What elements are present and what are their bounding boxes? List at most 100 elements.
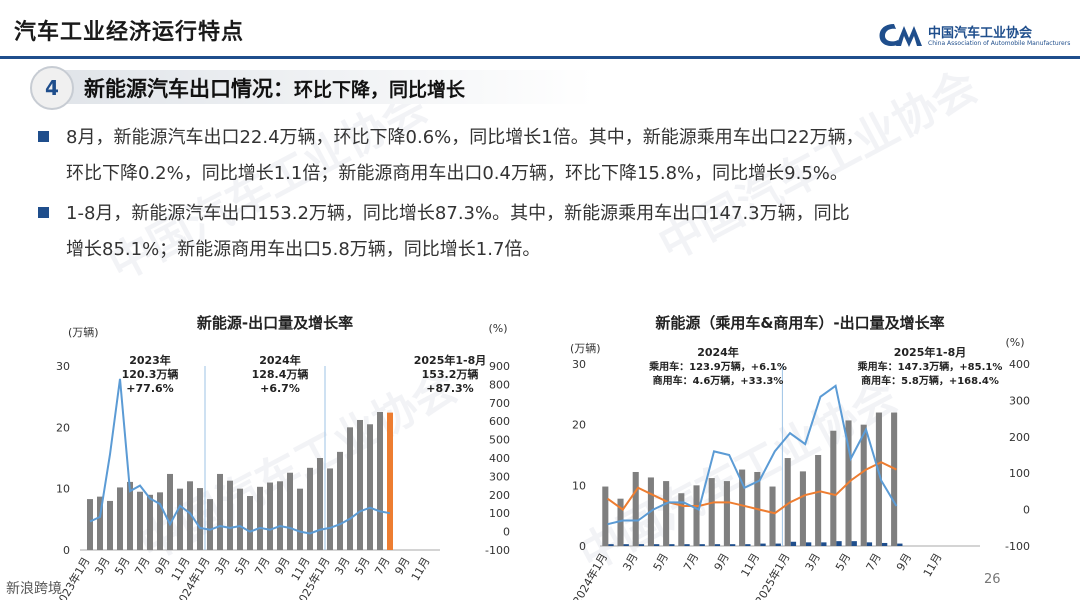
x-tick-label: 3月 [212,555,232,577]
bar-passenger-export [739,469,746,546]
bar-export [167,473,173,550]
chart-nev-export: 新能源-出口量及增长率(万辆) (%)3020100900800700600500… [52,314,510,600]
y-tick-right: 100 [1009,467,1030,480]
bar-export [377,412,383,550]
x-tick-label: 11月 [921,551,945,579]
bar-export [267,482,273,550]
bar-commercial-export [745,544,751,546]
bar-export [127,481,133,550]
annotation-line: 商用车：4.6万辆，+33.3% [653,374,784,387]
y-tick-right: 200 [489,489,510,502]
section-title: 新能源汽车出口情况：环比下降，同比增长 [84,73,465,103]
y-tick-right: -100 [1005,540,1030,553]
bar-commercial-export [851,541,857,546]
section-title-main: 新能源汽车出口情况： [84,77,294,101]
bar-commercial-export [729,544,736,546]
chart-title: 新能源-出口量及增长率 [197,314,353,332]
x-tick-label: 7月 [252,555,272,577]
bar-commercial-export [836,541,842,546]
y-tick-left: 20 [56,421,70,434]
y-tick-left: 10 [56,483,70,496]
bar-commercial-export [775,543,781,546]
y-tick-left: 10 [572,479,586,492]
bar-export [107,500,113,550]
y-tick-left: 30 [56,360,70,373]
bar-export [227,480,233,550]
annotation-line: 乘用车：147.3万辆，+85.1% [857,360,1003,373]
line-growth-rate [89,378,391,535]
bar-commercial-export [653,544,660,546]
annotation-label: 2023年 [129,353,171,367]
bar-export [367,424,373,550]
bar-commercial-export [897,543,903,546]
y-axis-left-label: (万辆) [68,325,99,339]
bar-commercial-export [805,542,812,546]
bar-export [217,473,223,550]
bar-passenger-export [830,430,837,546]
annotation-rate: +77.6% [126,382,173,395]
bar-commercial-export [881,542,888,546]
annotation-label: 2025年1-8月 [414,353,487,367]
y-tick-right: 700 [489,397,510,410]
bar-export [387,412,393,550]
bar-passenger-export [708,478,715,546]
y-tick-right: 100 [489,507,510,520]
bar-commercial-export [699,544,705,546]
annotation-rate: +87.3% [426,382,473,395]
annotation-value: 120.3万辆 [122,367,179,381]
bar-export [87,499,93,550]
bar-commercial-export [714,544,721,546]
y-tick-right: -100 [485,544,510,557]
y-tick-left: 30 [572,358,586,371]
x-tick-label: 3月 [92,555,112,577]
bullet-item: 8月，新能源汽车出口22.4万辆，环比下降0.6%，同比增长1倍。其中，新能源乘… [38,120,1068,192]
bar-export [207,499,213,550]
bar-export [97,496,103,550]
bullet-line: 环比下降0.2%，同比增长1.1倍；新能源商用车出口0.4万辆，环比下降15.8… [66,163,848,184]
x-tick-label: 3月 [803,551,823,573]
bar-export [297,488,303,550]
header: 汽车工业经济运行特点 中国汽车工业协会 China Association of… [0,0,1080,59]
x-tick-label: 7月 [864,551,884,573]
bar-commercial-export [821,542,827,546]
bar-export [147,494,153,550]
y-tick-right: 800 [489,378,510,391]
x-tick-label: 3月 [332,555,352,577]
x-tick-label: 11月 [409,555,433,583]
bar-export [347,427,353,550]
y-tick-right: 500 [489,434,510,447]
bar-commercial-export [760,543,766,546]
x-tick-label: 2024年1月 [570,551,611,601]
bar-passenger-export [723,481,730,546]
x-tick-label: 5月 [112,555,132,577]
bullet-line: 1-8月，新能源汽车出口153.2万辆，同比增长87.3%。其中，新能源乘用车出… [66,203,850,224]
y-tick-right: 600 [489,415,510,428]
x-tick-label: 9月 [712,551,732,573]
bar-export [117,487,123,550]
annotation-rate: +6.7% [260,382,300,395]
bar-export [277,481,283,550]
y-tick-right: 300 [1009,394,1030,407]
y-axis-left-label: (万辆) [570,341,601,355]
y-tick-left: 0 [579,540,586,553]
y-axis-right-label: (%) [1005,336,1024,349]
annotation-value: 153.2万辆 [422,367,479,381]
y-tick-right: 300 [489,470,510,483]
annotation-line: 乘用车：123.9万辆，+6.1% [648,360,787,373]
y-tick-right: 400 [1009,358,1030,371]
caam-logo-icon [879,24,922,47]
bar-export [257,486,263,550]
bar-commercial-export [684,544,690,546]
bar-commercial-export [623,544,629,546]
chart-title: 新能源（乘用车&商用车）-出口量及增长率 [655,314,944,332]
bar-export [137,491,143,550]
bar-passenger-export [632,471,639,546]
x-tick-label: 3月 [620,551,640,573]
page-number: 26 [984,572,1001,587]
x-tick-label: 7月 [372,555,392,577]
brand-watermark: 新浪跨境 [6,581,62,597]
x-tick-label: 7月 [132,555,152,577]
bar-passenger-export [678,493,685,546]
bar-commercial-export [790,541,797,546]
section-subtitle: 环比下降，同比增长 [294,79,466,101]
